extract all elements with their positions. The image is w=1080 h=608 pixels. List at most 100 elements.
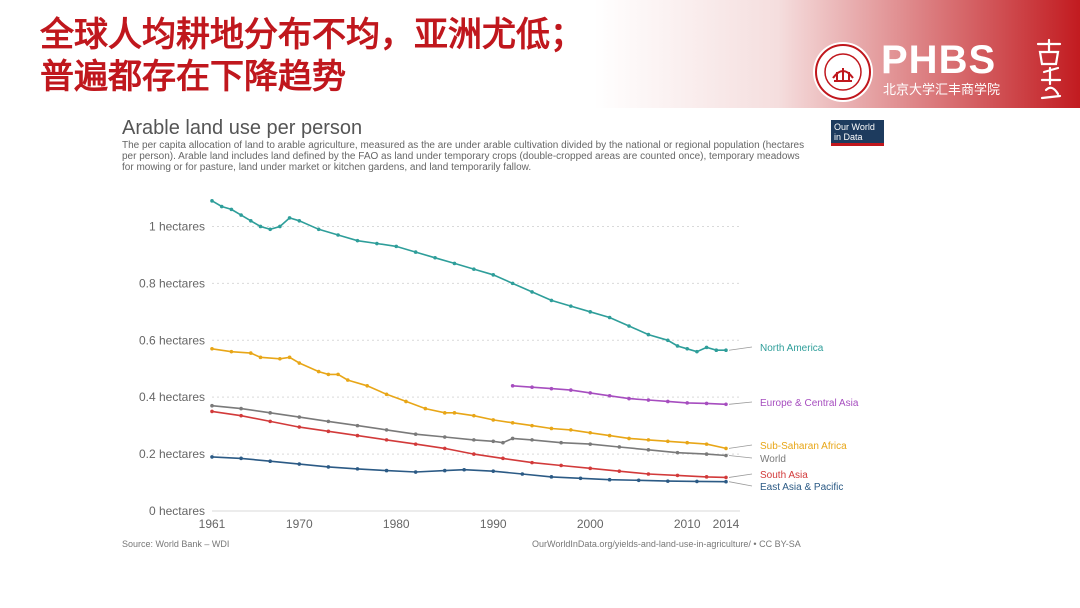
legend-label: World xyxy=(760,454,786,465)
legend-connector xyxy=(728,481,753,487)
data-point xyxy=(375,241,379,246)
data-point xyxy=(695,349,699,354)
data-point xyxy=(549,386,554,391)
data-point xyxy=(326,419,331,424)
data-point xyxy=(210,403,214,408)
data-point xyxy=(452,261,457,266)
data-point xyxy=(685,401,690,405)
data-point xyxy=(355,423,360,428)
data-point xyxy=(297,425,302,429)
data-point xyxy=(287,355,292,360)
data-point xyxy=(510,420,515,425)
data-point xyxy=(491,469,496,473)
badge-line-1: Our World xyxy=(834,122,875,132)
data-point xyxy=(646,448,651,452)
data-point xyxy=(239,213,243,217)
data-point xyxy=(704,401,709,406)
data-point xyxy=(530,290,534,294)
series-line xyxy=(211,410,727,479)
slide-title-line-2: 普遍都存在下降趋势 xyxy=(40,57,346,97)
legend-label: South Asia xyxy=(760,470,808,481)
data-point xyxy=(724,479,728,484)
x-tick-label: 2010 xyxy=(674,517,701,531)
data-point xyxy=(588,430,593,435)
legend-connector xyxy=(728,473,753,478)
data-point xyxy=(588,391,593,395)
legend-connector xyxy=(728,346,753,351)
data-point xyxy=(210,199,214,203)
data-point xyxy=(501,440,505,445)
data-point xyxy=(646,472,651,476)
x-tick-label: 1990 xyxy=(480,517,507,531)
data-point xyxy=(229,349,234,354)
legend-label: Europe & Central Asia xyxy=(760,398,859,409)
data-point xyxy=(491,439,496,444)
data-point xyxy=(695,479,699,484)
data-point xyxy=(530,423,534,428)
data-point xyxy=(588,442,593,446)
x-tick-label: 1970 xyxy=(286,517,313,531)
data-point xyxy=(588,310,593,314)
data-point xyxy=(666,439,670,444)
data-point xyxy=(268,419,272,424)
series-sub-saharan-africa xyxy=(210,347,728,451)
data-point xyxy=(210,455,214,459)
data-point xyxy=(384,428,389,432)
data-point xyxy=(617,469,622,473)
data-point xyxy=(365,384,369,388)
data-point xyxy=(413,250,418,254)
data-point xyxy=(442,435,447,439)
data-point xyxy=(384,438,389,442)
data-point xyxy=(675,450,680,455)
data-point xyxy=(704,475,709,479)
data-point xyxy=(268,227,272,232)
x-tick-label: 1980 xyxy=(383,517,410,531)
data-point xyxy=(258,355,263,360)
university-seal-logo xyxy=(813,42,873,102)
data-point xyxy=(433,255,437,260)
data-point xyxy=(210,409,214,414)
series-south-asia xyxy=(210,409,728,480)
source-note: Source: World Bank – WDI xyxy=(122,539,230,549)
data-point xyxy=(268,411,272,415)
data-point xyxy=(239,406,243,411)
y-tick-label: 0.4 hectares xyxy=(139,390,205,404)
data-point xyxy=(666,338,670,343)
series-line xyxy=(211,404,727,457)
data-point xyxy=(239,413,243,418)
source-link[interactable]: OurWorldInData.org/yields-and-land-use-i… xyxy=(532,539,801,549)
data-point xyxy=(355,467,360,471)
data-point xyxy=(549,298,554,303)
data-point xyxy=(472,413,476,418)
data-point xyxy=(326,429,331,434)
data-point xyxy=(210,347,214,351)
data-point xyxy=(588,466,593,471)
data-point xyxy=(559,463,563,468)
data-point xyxy=(219,204,224,209)
data-point xyxy=(442,446,447,451)
slide-title: 全球人均耕地分布不均，亚洲尤低； 普遍都存在下降趋势 xyxy=(40,14,584,98)
data-point xyxy=(472,438,476,442)
data-point xyxy=(336,372,340,377)
data-point xyxy=(248,218,253,223)
data-point xyxy=(413,470,418,474)
data-point xyxy=(462,467,466,472)
data-point xyxy=(248,351,253,355)
series-world xyxy=(210,403,728,458)
data-point xyxy=(394,244,399,249)
legend-label: North America xyxy=(760,343,824,354)
data-point xyxy=(472,452,476,456)
data-point xyxy=(229,207,234,212)
data-point xyxy=(569,388,573,392)
y-tick-label: 0 hectares xyxy=(149,504,205,518)
data-point xyxy=(636,478,641,483)
data-point xyxy=(724,446,728,451)
y-tick-label: 0.6 hectares xyxy=(139,333,205,347)
data-point xyxy=(384,468,389,473)
data-point xyxy=(345,378,350,382)
data-point xyxy=(578,476,583,481)
series-line xyxy=(211,456,727,483)
data-point xyxy=(607,315,612,320)
data-point xyxy=(724,475,728,480)
